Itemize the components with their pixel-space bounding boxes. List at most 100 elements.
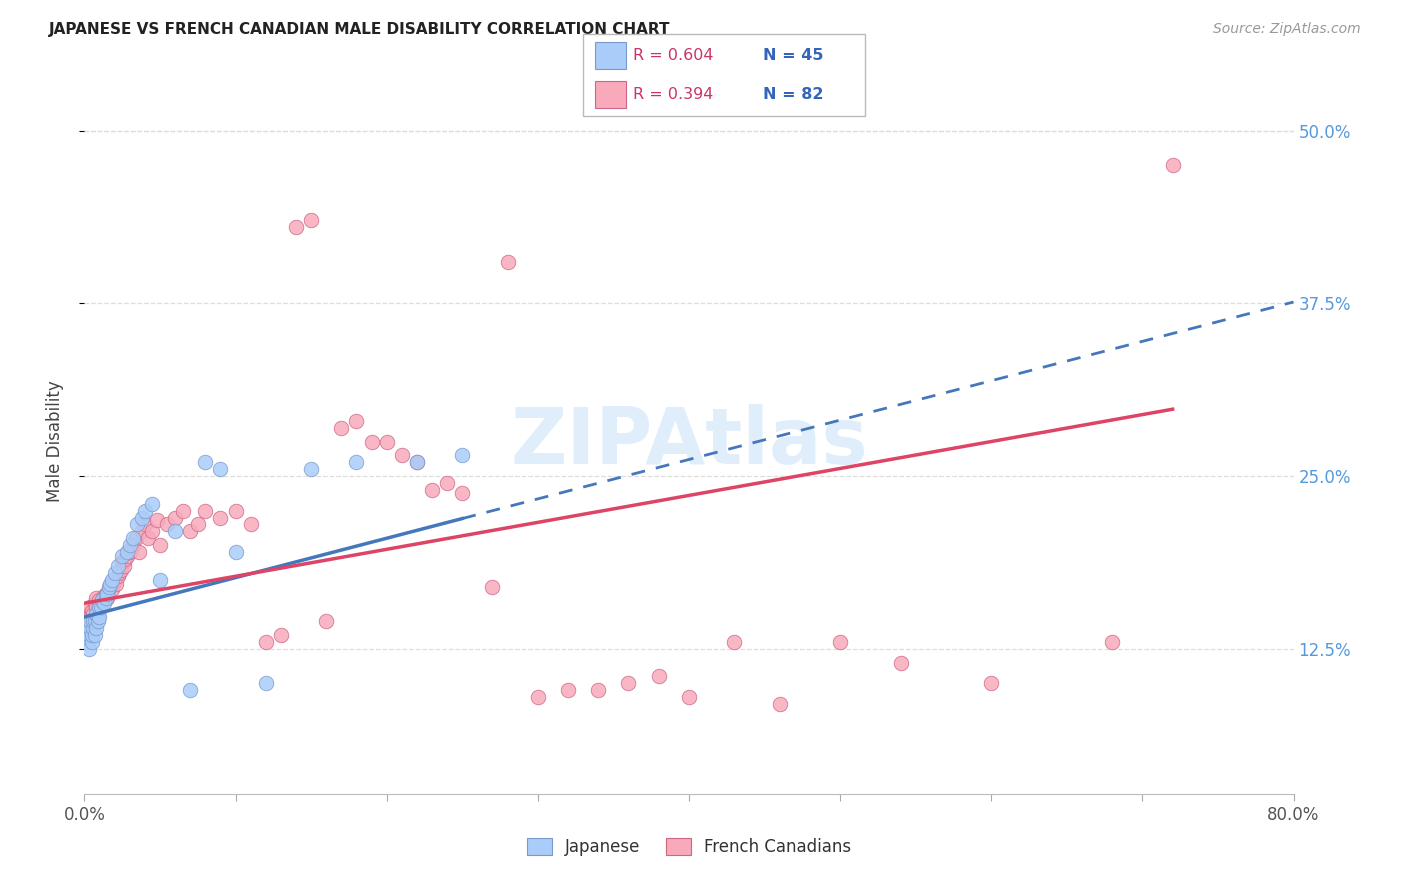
Point xyxy=(96,586,118,600)
Y-axis label: Male Disability: Male Disability xyxy=(45,381,63,502)
Point xyxy=(107,568,129,582)
Text: N = 45: N = 45 xyxy=(763,48,824,62)
Point xyxy=(76,614,98,628)
Point xyxy=(315,614,337,628)
Point xyxy=(149,538,172,552)
Point xyxy=(80,628,103,642)
Point xyxy=(165,524,187,539)
Point xyxy=(82,614,104,628)
Point xyxy=(98,577,121,591)
Point xyxy=(115,549,138,564)
Point xyxy=(80,635,103,649)
Point xyxy=(96,591,118,605)
Point xyxy=(87,607,110,622)
Point xyxy=(90,600,112,615)
Point xyxy=(89,600,111,615)
Point xyxy=(125,531,148,545)
Point xyxy=(87,614,110,628)
Point xyxy=(156,517,179,532)
Point xyxy=(330,421,353,435)
Point xyxy=(77,628,100,642)
Point xyxy=(134,517,156,532)
Point xyxy=(146,513,169,527)
Point xyxy=(134,503,156,517)
Point xyxy=(179,683,201,698)
Point xyxy=(617,676,640,690)
Point xyxy=(285,220,308,235)
Point xyxy=(76,635,98,649)
Point xyxy=(557,683,579,698)
Point xyxy=(104,573,127,587)
Point xyxy=(114,552,136,566)
Point xyxy=(451,485,474,500)
Point xyxy=(678,690,700,705)
Point xyxy=(172,503,194,517)
Point xyxy=(127,517,149,532)
Point xyxy=(93,589,115,603)
Point xyxy=(77,641,100,656)
Point xyxy=(90,596,112,610)
Point xyxy=(91,593,114,607)
Point xyxy=(723,635,745,649)
Point xyxy=(254,635,277,649)
Text: N = 82: N = 82 xyxy=(763,87,824,102)
Point xyxy=(420,483,443,497)
Point xyxy=(299,213,322,227)
Point xyxy=(239,517,262,532)
Point xyxy=(588,683,610,698)
Point xyxy=(100,573,122,587)
Point xyxy=(194,455,217,469)
Point xyxy=(84,614,107,628)
Point xyxy=(141,497,163,511)
Point xyxy=(77,607,100,622)
Point xyxy=(101,577,124,591)
Point xyxy=(451,448,474,462)
Point xyxy=(225,545,247,559)
Point xyxy=(86,607,108,622)
Point xyxy=(79,600,101,615)
Point xyxy=(187,517,209,532)
Point xyxy=(111,555,134,569)
Point xyxy=(108,566,131,580)
Point xyxy=(91,593,114,607)
Point xyxy=(115,545,138,559)
Point xyxy=(98,580,121,594)
Text: JAPANESE VS FRENCH CANADIAN MALE DISABILITY CORRELATION CHART: JAPANESE VS FRENCH CANADIAN MALE DISABIL… xyxy=(49,22,671,37)
Point xyxy=(80,605,103,619)
Point xyxy=(97,580,120,594)
Point xyxy=(194,503,217,517)
Point xyxy=(648,669,671,683)
Point xyxy=(82,621,104,635)
Point xyxy=(406,455,429,469)
Point xyxy=(209,462,232,476)
Point xyxy=(84,596,107,610)
Point xyxy=(79,621,101,635)
Point xyxy=(86,621,108,635)
Point xyxy=(121,538,143,552)
Point xyxy=(97,582,120,597)
Point xyxy=(136,531,159,545)
Point xyxy=(179,524,201,539)
Point xyxy=(346,455,368,469)
Point xyxy=(299,462,322,476)
Point xyxy=(79,614,101,628)
Text: Source: ZipAtlas.com: Source: ZipAtlas.com xyxy=(1213,22,1361,37)
Legend: Japanese, French Canadians: Japanese, French Canadians xyxy=(520,831,858,863)
Point xyxy=(89,610,111,624)
Point xyxy=(100,582,122,597)
Point xyxy=(79,610,101,624)
Point xyxy=(105,577,128,591)
Point xyxy=(110,563,132,577)
Point xyxy=(118,538,141,552)
Point xyxy=(165,510,187,524)
Point xyxy=(84,628,107,642)
Point xyxy=(225,503,247,517)
Point xyxy=(89,593,111,607)
Point xyxy=(111,549,134,564)
Point xyxy=(830,635,852,649)
Point xyxy=(391,448,413,462)
Point xyxy=(117,545,139,559)
Point xyxy=(254,676,277,690)
Point xyxy=(107,558,129,573)
Point xyxy=(769,697,792,711)
